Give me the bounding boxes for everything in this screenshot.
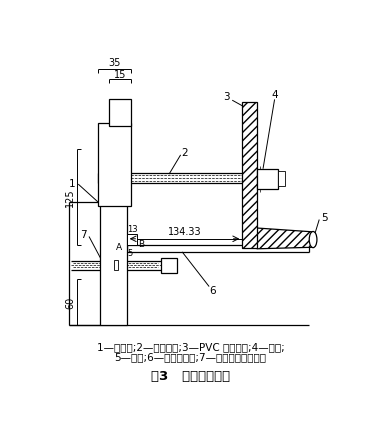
Text: 6: 6 bbox=[210, 286, 216, 296]
Ellipse shape bbox=[309, 232, 317, 248]
Text: 2: 2 bbox=[181, 148, 188, 157]
Text: 15: 15 bbox=[113, 70, 126, 79]
Bar bbox=[161, 258, 177, 273]
Bar bbox=[127, 235, 137, 245]
Text: 60: 60 bbox=[65, 296, 75, 308]
Text: 3: 3 bbox=[223, 92, 230, 102]
Text: 图3   导管修整工装: 图3 导管修整工装 bbox=[151, 369, 230, 381]
Polygon shape bbox=[257, 229, 313, 249]
Bar bbox=[114, 261, 118, 271]
Bar bbox=[278, 172, 285, 187]
Text: 125: 125 bbox=[65, 188, 75, 207]
Bar bbox=[100, 202, 127, 325]
Text: 13: 13 bbox=[128, 225, 138, 234]
Text: 5—导管;6—导管定位板;7—定位板压紧螺钉。: 5—导管;6—导管定位板;7—定位板压紧螺钉。 bbox=[115, 352, 267, 362]
Bar bbox=[98, 124, 131, 206]
Bar bbox=[242, 102, 257, 248]
Text: 5: 5 bbox=[128, 248, 133, 258]
Text: 1—夹具体;2—紧固螺杆;3—PVC 导管压板;4—螺母;: 1—夹具体;2—紧固螺杆;3—PVC 导管压板;4—螺母; bbox=[97, 341, 285, 351]
Text: B: B bbox=[138, 239, 144, 248]
Bar bbox=[257, 170, 278, 189]
Text: 35: 35 bbox=[108, 58, 121, 68]
Text: 1: 1 bbox=[69, 178, 76, 188]
Text: 134.33: 134.33 bbox=[168, 227, 201, 237]
Bar bbox=[109, 100, 131, 127]
Text: 7: 7 bbox=[80, 230, 87, 240]
Text: 4: 4 bbox=[271, 90, 278, 100]
Text: A: A bbox=[116, 243, 122, 251]
Text: 5: 5 bbox=[321, 213, 327, 223]
